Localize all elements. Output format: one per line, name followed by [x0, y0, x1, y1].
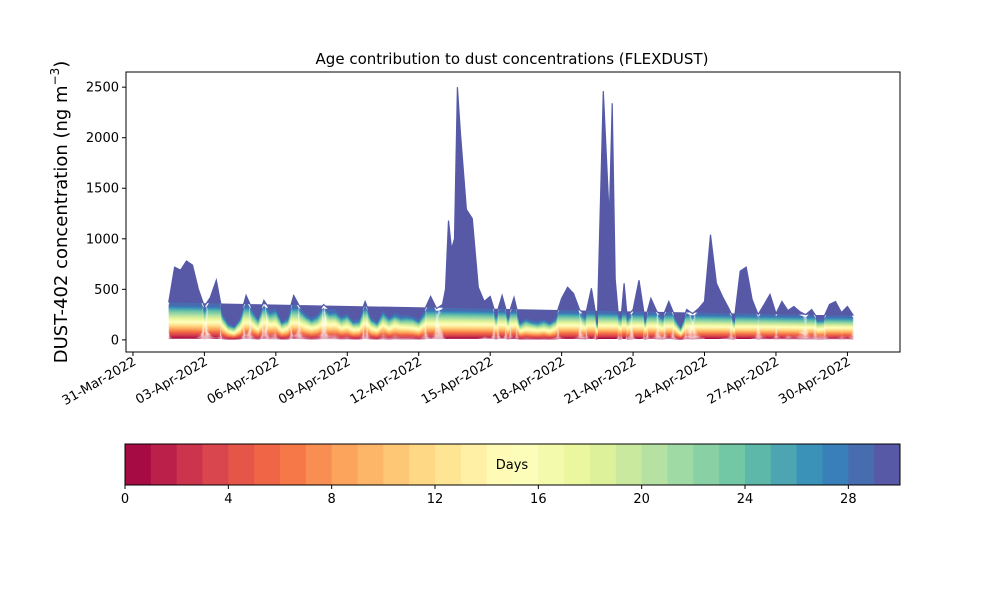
colorbar-bin [383, 444, 410, 485]
age-layer-6 [168, 215, 854, 338]
colorbar-bin [460, 444, 488, 485]
colorbar-bin [254, 444, 281, 485]
colorbar-bin [331, 444, 358, 485]
age-layer-1 [168, 270, 854, 340]
age-layer-26 [168, 115, 854, 330]
y-tick-label: 2500 [86, 81, 119, 96]
chart-title: Age contribution to dust concentrations … [316, 50, 709, 68]
colorbar-frame [124, 443, 901, 486]
colorbar-bin [280, 444, 307, 485]
colorbar-bin [305, 444, 333, 485]
colorbar-tick-label: 12 [427, 492, 444, 507]
colorbar-label: Days [496, 458, 529, 473]
y-tick-label: 1000 [86, 232, 119, 247]
total-series-line [168, 87, 854, 329]
colorbar-tick-label: 24 [737, 492, 754, 507]
colorbar-bin [641, 444, 668, 485]
colorbar-bin [693, 444, 720, 485]
x-tick-label: 15-Apr-2022 [419, 354, 496, 407]
x-tick-label: 09-Apr-2022 [276, 354, 353, 407]
colorbar-bin [615, 444, 643, 485]
age-layer-8 [168, 199, 854, 337]
x-tick-label: 06-Apr-2022 [205, 354, 282, 407]
age-layer-10 [168, 187, 854, 336]
colorbar-bin [590, 444, 617, 485]
age-layer-12 [168, 177, 854, 335]
colorbar-bin [150, 444, 178, 485]
colorbar-bin [538, 444, 565, 485]
colorbar-tick-label: 8 [328, 492, 336, 507]
y-tick-label: 1500 [86, 182, 119, 197]
colorbar-bin [435, 444, 462, 485]
x-tick-label: 24-Apr-2022 [633, 354, 710, 407]
age-layer-9 [168, 193, 854, 336]
colorbar-bin [770, 444, 798, 485]
y-tick-label: 2000 [86, 131, 119, 146]
colorbar-bin [512, 444, 539, 485]
colorbar-bin [228, 444, 255, 485]
colorbar-bin [848, 444, 875, 485]
age-layer-0 [168, 288, 854, 340]
colorbar-bin [667, 444, 694, 485]
plot-frame [125, 71, 901, 353]
y-axis-ticks: 0 500 1000 1500 2000 2500 [86, 81, 126, 348]
colorbar-tick-label: 0 [121, 492, 129, 507]
x-tick-label: 27-Apr-2022 [705, 354, 782, 407]
stacked-area-layers [168, 87, 854, 340]
x-tick-label: 03-Apr-2022 [133, 354, 210, 407]
x-axis-ticks: 31-Mar-202203-Apr-202206-Apr-202209-Apr-… [60, 352, 853, 409]
age-layer-11 [168, 182, 854, 336]
x-tick-label: 12-Apr-2022 [348, 354, 425, 407]
colorbar-bin [409, 444, 436, 485]
colorbar-bin [874, 444, 901, 485]
x-tick-label: 21-Apr-2022 [562, 354, 639, 407]
colorbar-bin [822, 444, 849, 485]
colorbar-tick-label: 28 [840, 492, 857, 507]
y-axis-label: DUST-402 concentration (ng m−3) [48, 61, 72, 364]
colorbar-bin [202, 444, 229, 485]
colorbar-tick-label: 4 [224, 492, 232, 507]
y-tick-label: 0 [111, 333, 119, 348]
colorbar-bin [745, 444, 772, 485]
colorbar-ticks: 0 4 8 12 16 20 24 28 [121, 485, 857, 507]
colorbar [125, 444, 901, 485]
colorbar-bin [176, 444, 203, 485]
x-tick-label: 30-Apr-2022 [776, 354, 853, 407]
age-layer-7 [168, 207, 854, 337]
colorbar-bin [796, 444, 823, 485]
y-tick-label: 500 [94, 283, 119, 298]
colorbar-bin [719, 444, 746, 485]
age-layer-5 [168, 224, 854, 338]
colorbar-bin [564, 444, 591, 485]
age-layer-2 [168, 256, 854, 339]
colorbar-bin [486, 444, 513, 485]
age-layer-25 [168, 120, 854, 330]
age-layer-28 [168, 106, 854, 329]
colorbar-bin [357, 444, 384, 485]
age-layer-27 [168, 110, 854, 329]
colorbar-tick-label: 20 [633, 492, 650, 507]
colorbar-bin [125, 444, 152, 485]
colorbar-tick-label: 16 [530, 492, 547, 507]
x-tick-label: 18-Apr-2022 [491, 354, 568, 407]
age-layer-3 [168, 244, 854, 339]
age-layer-4 [168, 233, 854, 338]
